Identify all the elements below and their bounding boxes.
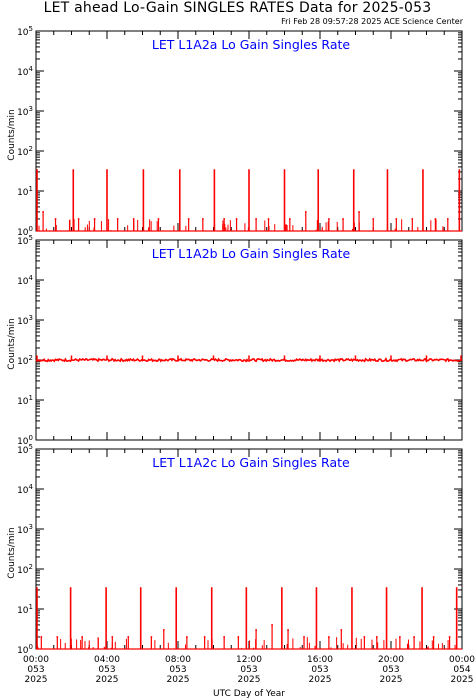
- panel-frame: [35, 239, 463, 441]
- scatter-point: [395, 218, 398, 220]
- x-tick-label: 2025: [167, 675, 190, 685]
- x-tick-label: 054: [453, 665, 470, 675]
- scatter-point: [363, 636, 366, 638]
- x-tick-label: 053: [27, 665, 44, 675]
- scatter-point: [187, 218, 190, 220]
- scatter-point: [116, 218, 119, 220]
- scatter-point: [267, 218, 270, 220]
- panel-title: LET L1A2b Lo Gain Singles Rate: [152, 246, 351, 261]
- scatter-point: [40, 636, 43, 638]
- scatter-point: [342, 218, 344, 220]
- y-tick-label: 104: [17, 274, 33, 287]
- x-tick-label: 04:00: [94, 655, 120, 665]
- scatter-point: [434, 218, 437, 220]
- x-tick-label: 2025: [451, 675, 474, 685]
- scatter-point: [223, 218, 225, 220]
- scatter-point: [372, 218, 375, 220]
- scatter-point: [54, 218, 57, 220]
- x-tick-label: 00:00: [449, 655, 475, 665]
- panel-frame: [35, 448, 463, 650]
- y-tick-label: 103: [17, 523, 33, 536]
- generation-timestamp: Fri Feb 28 09:57:28 2025 ACE Science Cen…: [281, 17, 463, 26]
- panel-title: LET L1A2c Lo Gain Singles Rate: [152, 455, 350, 470]
- scatter-point: [413, 636, 415, 638]
- scatter-point: [81, 636, 83, 638]
- scatter-point: [111, 636, 114, 638]
- scatter-point: [42, 211, 44, 213]
- y-tick-label: 102: [17, 145, 33, 158]
- scatter-point: [448, 636, 451, 638]
- x-tick-label: 053: [382, 665, 399, 675]
- scatter-point: [237, 636, 240, 638]
- scatter-point: [77, 218, 80, 220]
- x-tick-label: 2025: [380, 675, 403, 685]
- y-tick-label: 101: [17, 185, 33, 198]
- scatter-point: [132, 218, 135, 220]
- y-tick-label: 105: [17, 25, 33, 38]
- scatter-point: [358, 211, 360, 213]
- scatter-point: [255, 218, 257, 220]
- scatter-point: [93, 218, 96, 220]
- scatter-point: [271, 624, 273, 626]
- y-tick-label: 102: [17, 563, 33, 576]
- scatter-point: [203, 636, 206, 638]
- scatter-point: [287, 629, 289, 631]
- scatter-point: [150, 636, 153, 638]
- x-axis-title: UTC Day of Year: [213, 689, 285, 699]
- chart-title: LET ahead Lo-Gain SINGLES RATES Data for…: [43, 0, 432, 16]
- scatter-point: [157, 218, 160, 220]
- scatter-point: [303, 636, 305, 638]
- x-tick-label: 00:00: [23, 655, 49, 665]
- x-tick-label: 16:00: [307, 655, 333, 665]
- scatter-point: [340, 629, 343, 631]
- scatter-point: [223, 636, 225, 638]
- scatter-point: [186, 636, 188, 638]
- scatter-point: [235, 218, 238, 220]
- scatter-point: [376, 636, 378, 638]
- scatter-point: [328, 218, 330, 220]
- x-tick-label: 20:00: [378, 655, 404, 665]
- y-tick-label: 104: [17, 65, 33, 78]
- y-axis-label: Counts/min: [7, 318, 17, 369]
- scatter-point: [255, 629, 257, 631]
- x-tick-label: 053: [240, 665, 257, 675]
- scatter-point: [202, 218, 204, 220]
- y-tick-label: 103: [17, 314, 33, 327]
- x-tick-label: 2025: [238, 675, 261, 685]
- scatter-point: [305, 211, 307, 213]
- scatter-point: [411, 218, 414, 220]
- x-tick-label: 053: [311, 665, 328, 675]
- y-tick-label: 104: [17, 483, 33, 496]
- y-tick-label: 103: [17, 105, 33, 118]
- x-tick-label: 12:00: [236, 655, 262, 665]
- x-tick-label: 2025: [96, 675, 119, 685]
- y-tick-label: 102: [17, 354, 33, 367]
- scatter-point: [56, 636, 59, 638]
- y-axis-label: Counts/min: [7, 527, 17, 578]
- panel-title: LET L1A2a Lo Gain Singles Rate: [152, 37, 350, 52]
- x-tick-label: 053: [169, 665, 186, 675]
- scatter-point: [399, 636, 401, 638]
- scatter-point: [328, 636, 330, 638]
- x-tick-label: 2025: [309, 675, 332, 685]
- x-tick-label: 2025: [25, 675, 48, 685]
- scatter-point: [289, 218, 291, 220]
- scatter-point: [432, 636, 435, 638]
- scatter-point: [163, 629, 165, 631]
- x-tick-label: 053: [98, 665, 115, 675]
- y-tick-label: 101: [17, 394, 33, 407]
- y-axis-label: Counts/min: [7, 109, 17, 160]
- scatter-point: [447, 218, 449, 220]
- y-tick-label: 101: [17, 603, 33, 616]
- x-tick-label: 08:00: [165, 655, 191, 665]
- scatter-point: [127, 636, 130, 638]
